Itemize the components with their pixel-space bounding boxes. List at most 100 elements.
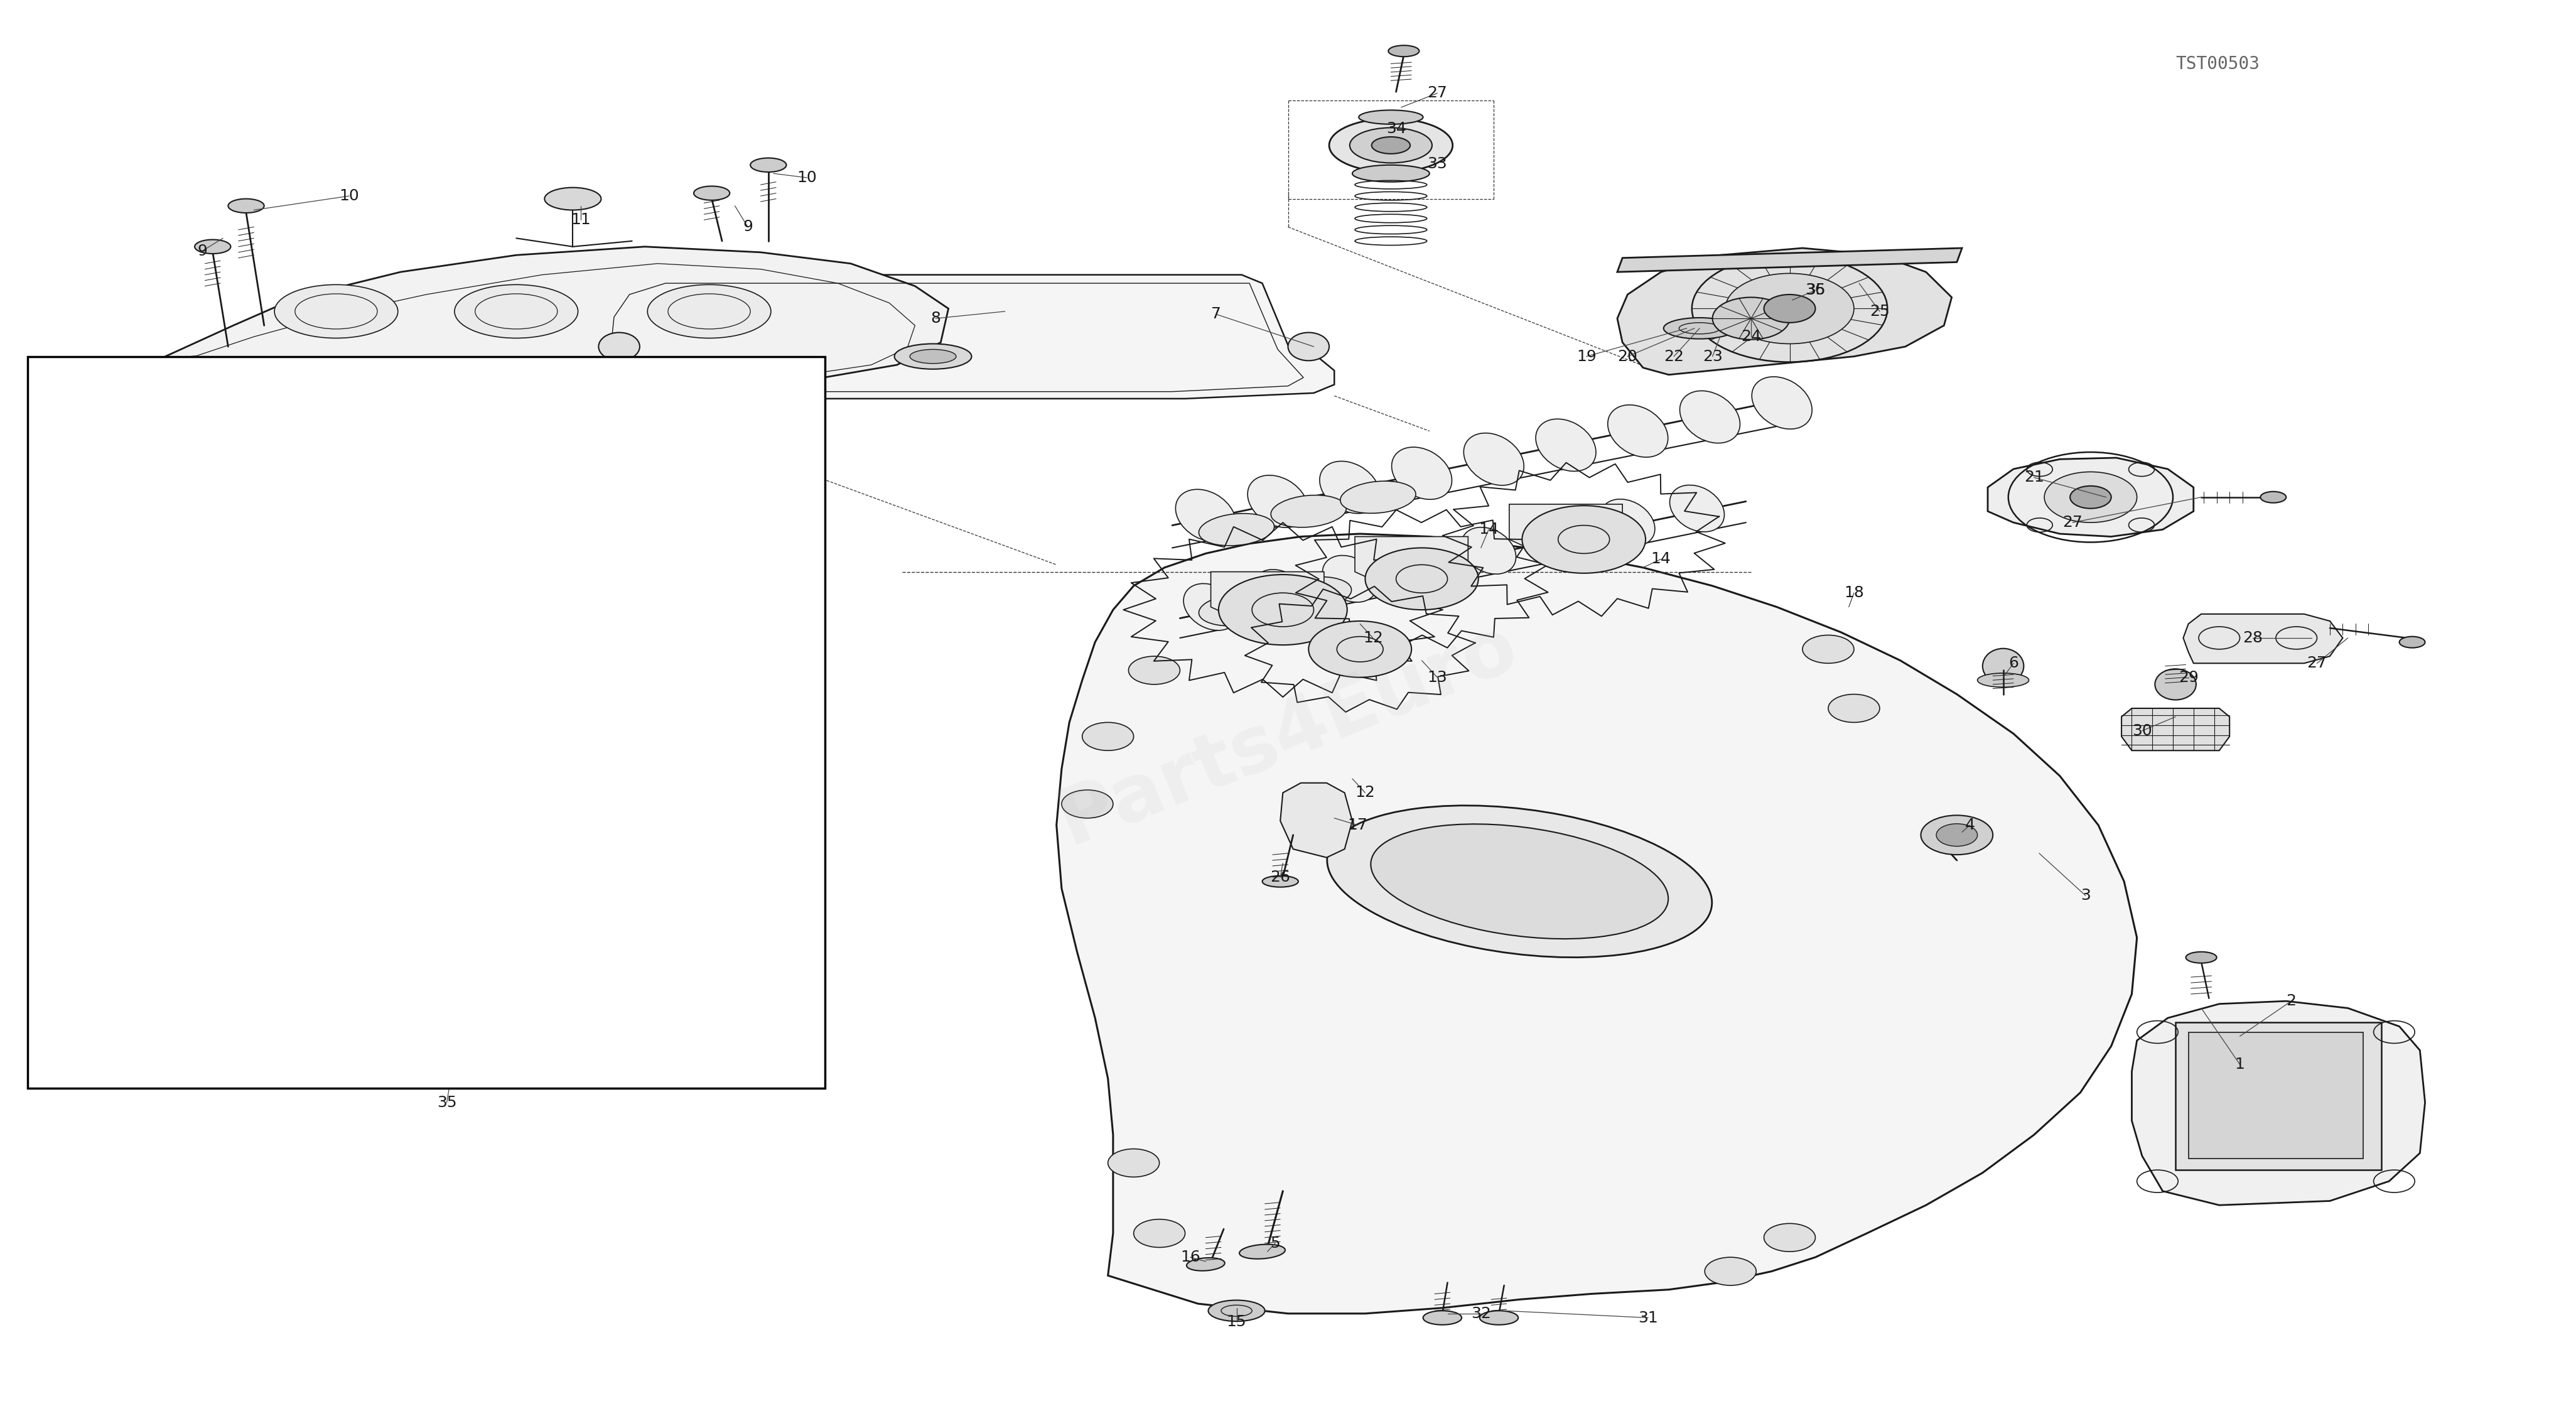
Ellipse shape xyxy=(453,285,577,339)
Circle shape xyxy=(1365,547,1479,610)
Ellipse shape xyxy=(1319,461,1381,514)
Text: 15: 15 xyxy=(1226,1315,1247,1329)
Polygon shape xyxy=(1618,248,1963,272)
Text: 20: 20 xyxy=(1618,349,1638,364)
Circle shape xyxy=(1922,816,1994,855)
Ellipse shape xyxy=(1664,317,1736,339)
Circle shape xyxy=(1522,505,1646,573)
Text: Parts4Euro: Parts4Euro xyxy=(1048,607,1528,861)
Ellipse shape xyxy=(1270,495,1347,528)
Ellipse shape xyxy=(1329,119,1453,172)
Circle shape xyxy=(1218,574,1347,645)
Text: 9: 9 xyxy=(742,220,752,234)
Text: 1: 1 xyxy=(2236,1057,2244,1072)
Circle shape xyxy=(1726,274,1855,344)
Ellipse shape xyxy=(1422,1311,1461,1325)
Ellipse shape xyxy=(1352,165,1430,182)
Circle shape xyxy=(1108,1149,1159,1177)
Polygon shape xyxy=(587,275,1334,399)
Ellipse shape xyxy=(2187,952,2218,964)
Text: 14: 14 xyxy=(1479,522,1499,538)
Polygon shape xyxy=(1280,783,1352,858)
Text: 12: 12 xyxy=(1355,786,1376,800)
Ellipse shape xyxy=(131,1024,209,1038)
Ellipse shape xyxy=(1461,528,1515,574)
Ellipse shape xyxy=(1370,137,1409,154)
Text: 31: 31 xyxy=(1638,1311,1659,1325)
Text: 7: 7 xyxy=(1211,306,1221,322)
Bar xyxy=(2190,1031,2362,1158)
Circle shape xyxy=(479,605,526,631)
Text: 25: 25 xyxy=(1870,303,1891,319)
Circle shape xyxy=(124,955,216,1005)
Circle shape xyxy=(124,1017,216,1068)
Ellipse shape xyxy=(693,186,729,200)
Ellipse shape xyxy=(1198,514,1275,546)
Text: 24: 24 xyxy=(1741,329,1762,344)
Text: 2: 2 xyxy=(2287,993,2295,1009)
Text: 12: 12 xyxy=(1363,631,1383,645)
Ellipse shape xyxy=(1175,490,1236,542)
Ellipse shape xyxy=(332,792,505,859)
Text: 26: 26 xyxy=(1270,869,1291,885)
Text: 30: 30 xyxy=(2133,724,2151,738)
Circle shape xyxy=(1765,295,1816,323)
Polygon shape xyxy=(178,595,716,666)
Ellipse shape xyxy=(1350,128,1432,162)
Ellipse shape xyxy=(1239,1245,1285,1259)
Ellipse shape xyxy=(1288,333,1329,361)
Ellipse shape xyxy=(196,240,232,254)
Ellipse shape xyxy=(2398,636,2424,648)
Text: 35: 35 xyxy=(438,1095,456,1110)
Ellipse shape xyxy=(1182,584,1239,631)
Ellipse shape xyxy=(909,350,956,364)
Text: 23: 23 xyxy=(1703,349,1723,364)
Circle shape xyxy=(343,601,389,626)
Circle shape xyxy=(1713,298,1790,340)
Text: 5: 5 xyxy=(1270,1236,1280,1250)
Ellipse shape xyxy=(229,199,265,213)
Polygon shape xyxy=(54,920,144,967)
Ellipse shape xyxy=(1388,45,1419,56)
Ellipse shape xyxy=(2259,491,2285,502)
Ellipse shape xyxy=(1479,1311,1517,1325)
Circle shape xyxy=(1705,1257,1757,1285)
Bar xyxy=(28,357,824,1088)
Text: 10: 10 xyxy=(340,189,358,203)
Ellipse shape xyxy=(131,1003,209,1017)
Text: 17: 17 xyxy=(1347,817,1368,832)
Ellipse shape xyxy=(1600,499,1654,546)
Text: 36: 36 xyxy=(1806,282,1826,298)
Ellipse shape xyxy=(1391,447,1453,499)
Ellipse shape xyxy=(131,983,209,996)
Text: 28: 28 xyxy=(2244,631,2262,645)
Ellipse shape xyxy=(1984,649,2025,684)
Polygon shape xyxy=(131,595,752,698)
Text: 10: 10 xyxy=(796,171,817,185)
Ellipse shape xyxy=(1321,556,1378,602)
Polygon shape xyxy=(1989,457,2195,536)
Ellipse shape xyxy=(1247,476,1309,528)
Ellipse shape xyxy=(1669,485,1723,532)
Ellipse shape xyxy=(131,1010,209,1024)
Ellipse shape xyxy=(2156,669,2197,700)
Circle shape xyxy=(1937,824,1978,847)
Circle shape xyxy=(2071,485,2112,508)
Polygon shape xyxy=(1056,533,2138,1314)
Ellipse shape xyxy=(598,333,639,361)
Ellipse shape xyxy=(276,285,397,339)
Ellipse shape xyxy=(1358,110,1422,124)
Text: 29: 29 xyxy=(2179,670,2197,684)
Ellipse shape xyxy=(1275,577,1352,610)
Ellipse shape xyxy=(296,779,541,872)
Polygon shape xyxy=(67,624,786,957)
Circle shape xyxy=(1803,635,1855,663)
Text: 6: 6 xyxy=(2009,656,2020,670)
Text: 13: 13 xyxy=(1427,670,1448,684)
Ellipse shape xyxy=(1607,405,1669,457)
Circle shape xyxy=(1133,1219,1185,1247)
Ellipse shape xyxy=(1252,570,1309,617)
Text: 27: 27 xyxy=(1427,86,1448,100)
Circle shape xyxy=(582,625,629,650)
Ellipse shape xyxy=(131,996,209,1010)
